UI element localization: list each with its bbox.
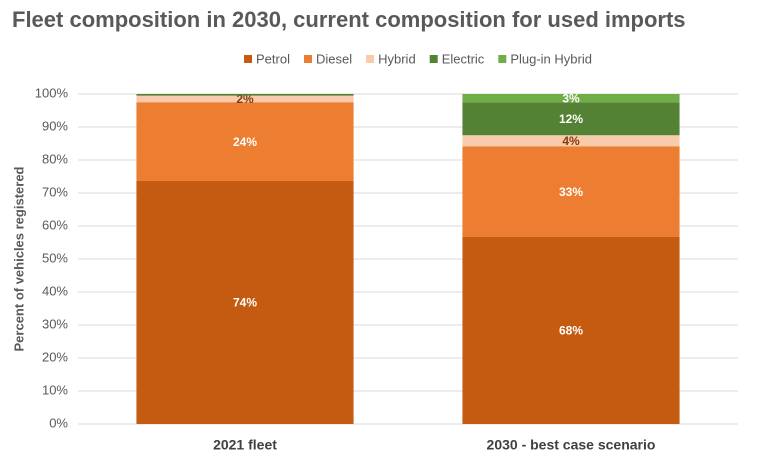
y-tick-label: 20%	[42, 349, 68, 364]
legend-swatch	[366, 55, 375, 63]
x-tick-label: 2030 - best case scenario	[487, 437, 656, 453]
legend-swatch	[244, 55, 253, 63]
bar-segment	[462, 94, 680, 103]
x-tick-label: 2021 fleet	[213, 437, 277, 453]
bar-segment	[462, 135, 680, 147]
legend-label: Petrol	[256, 51, 290, 66]
data-label: 24%	[233, 135, 257, 149]
y-tick-label: 90%	[42, 118, 68, 133]
bar-segment	[136, 94, 354, 96]
legend-label: Electric	[442, 51, 485, 66]
legend-swatch	[429, 55, 438, 63]
y-axis-title: Percent of vehicles registered	[11, 166, 26, 351]
legend-swatch	[303, 55, 312, 63]
data-label: 68%	[559, 324, 583, 338]
y-tick-label: 30%	[42, 316, 68, 331]
bar-segment	[136, 102, 354, 182]
y-tick-label: 70%	[42, 184, 68, 199]
y-tick-label: 40%	[42, 283, 68, 298]
legend-label: Hybrid	[378, 51, 416, 66]
legend-label: Diesel	[316, 51, 352, 66]
y-tick-label: 0%	[49, 415, 68, 430]
bar-segment	[136, 95, 354, 103]
legend-label: Plug-in Hybrid	[510, 51, 592, 66]
bar-segment	[136, 181, 354, 424]
data-label: 33%	[559, 185, 583, 199]
y-tick-label: 80%	[42, 151, 68, 166]
bar-segment	[462, 237, 680, 424]
y-tick-label: 50%	[42, 250, 68, 265]
y-tick-label: 100%	[35, 85, 69, 100]
data-label: 4%	[562, 134, 580, 148]
data-label: 3%	[562, 91, 580, 105]
y-tick-label: 60%	[42, 217, 68, 232]
chart-title: Fleet composition in 2030, current compo…	[12, 7, 686, 32]
bar-segment	[462, 102, 680, 136]
legend: Petrol Diesel Hybrid Electric Plug-in Hybrid	[244, 51, 592, 66]
bar-segment	[462, 146, 680, 237]
data-label: 74%	[233, 296, 257, 310]
y-tick-label: 10%	[42, 382, 68, 397]
legend-swatch	[498, 55, 507, 63]
data-label: 12%	[559, 112, 583, 126]
